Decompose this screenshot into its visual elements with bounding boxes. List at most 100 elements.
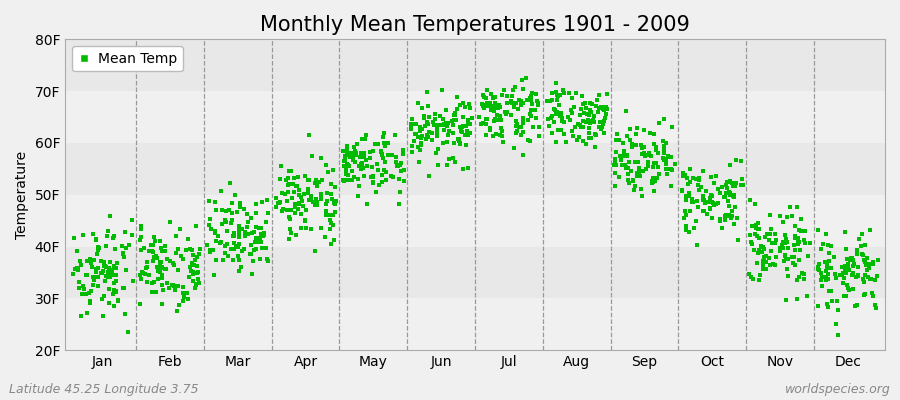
Point [720,178,734,185]
Point [841,256,855,262]
Point [616,151,631,157]
Point [218,250,232,256]
Point [98,272,112,279]
Point [744,239,759,245]
Point [679,223,693,230]
Point [626,178,640,184]
Point [357,136,372,143]
Point [73,258,87,264]
Point [814,277,828,284]
Point [233,204,248,210]
Point [404,121,419,128]
Point [413,128,428,134]
Point [304,153,319,160]
Point [691,175,706,181]
Point [866,261,880,267]
Point [735,182,750,188]
Point [527,106,542,113]
Point [375,134,390,140]
Point [368,189,382,196]
Point [636,127,651,134]
Point [185,269,200,275]
Point [589,103,603,110]
Point [149,254,164,261]
Point [82,289,96,296]
Point [345,168,359,175]
Point [419,119,434,126]
Point [314,190,328,197]
Point [88,266,103,273]
Point [288,210,302,216]
Point [72,279,86,286]
Point [579,105,593,112]
Point [209,207,223,213]
Point [356,150,371,157]
Point [374,152,389,158]
Point [624,168,638,174]
Point [789,204,804,210]
Point [547,106,562,112]
Point [780,214,795,221]
Text: Latitude 45.25 Longitude 3.75: Latitude 45.25 Longitude 3.75 [9,383,199,396]
Point [328,201,342,208]
Point [147,279,161,285]
Point [728,183,742,189]
Point [121,328,135,335]
Point [414,132,428,139]
Point [811,266,825,272]
Point [682,193,697,199]
Point [630,173,644,179]
Point [171,267,185,273]
Point [776,219,790,225]
Point [596,121,610,128]
Point [557,89,572,96]
Point [284,167,299,174]
Point [723,192,737,198]
Point [422,128,436,135]
Point [356,165,370,171]
Point [705,193,719,200]
Point [708,173,723,179]
Point [256,233,271,240]
Point [583,135,598,141]
Point [282,168,296,174]
Point [718,212,733,219]
Point [478,102,492,108]
Point [103,274,117,280]
Point [616,148,631,154]
Point [523,95,537,101]
Point [146,258,160,264]
Point [762,231,777,237]
Point [640,151,654,158]
Point [417,113,431,120]
Point [418,123,432,129]
Point [411,144,426,150]
Point [134,223,148,229]
Point [697,197,711,204]
Point [572,133,587,140]
Point [745,241,760,247]
Point [78,271,93,278]
Point [208,198,222,205]
Point [649,160,663,167]
Point [626,176,641,183]
Point [839,270,853,277]
Point [524,97,538,104]
Point [243,250,257,257]
Point [649,144,663,150]
Point [309,196,323,202]
Point [209,238,223,244]
Point [190,263,204,269]
Point [778,235,793,242]
Point [133,247,148,254]
Point [354,166,368,172]
Point [786,260,800,267]
Point [277,191,292,198]
Point [319,162,333,168]
Point [274,190,289,196]
Point [103,270,117,276]
Point [71,266,86,272]
Point [596,106,610,112]
Point [486,133,500,139]
Point [431,162,446,168]
